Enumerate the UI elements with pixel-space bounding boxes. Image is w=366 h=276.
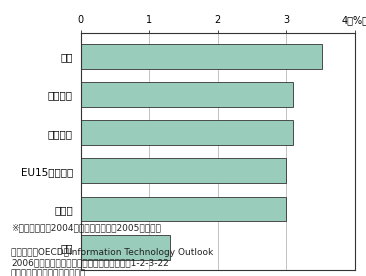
- Bar: [81, 158, 286, 183]
- Text: ※　日本以外は2004年の数値、日本は2005年の数値: ※ 日本以外は2004年の数値、日本は2005年の数値: [11, 224, 161, 233]
- Bar: [81, 197, 286, 222]
- Bar: [81, 82, 293, 107]
- Bar: [81, 44, 322, 69]
- Bar: [81, 120, 293, 145]
- Bar: [81, 235, 170, 260]
- Text: 日本以外はOECD「Information Technology Outlook
2006」、日本は該当データが無いため、図表1-2-3-22
の人材数と全就業: 日本以外はOECD「Information Technology Outlook…: [11, 248, 213, 276]
